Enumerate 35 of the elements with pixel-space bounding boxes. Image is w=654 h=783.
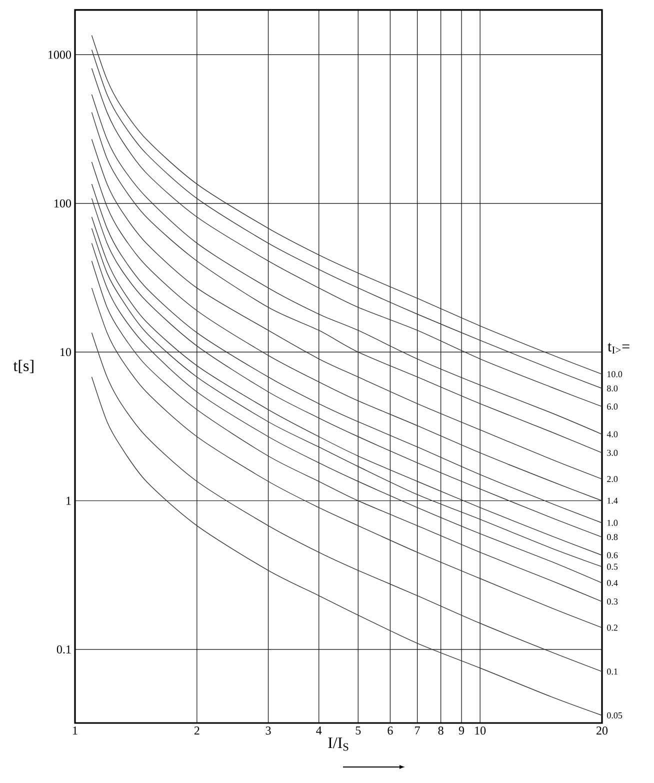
x-tick-label: 8 <box>438 726 444 735</box>
series-label: 0.05 <box>607 712 622 718</box>
x-tick-label: 9 <box>458 726 464 735</box>
series-label: 8.0 <box>607 385 618 392</box>
series-label: 0.8 <box>607 534 618 540</box>
series-label: 0.5 <box>607 564 618 570</box>
series-label: 3.0 <box>607 450 618 456</box>
y-tick-label: 1000 <box>48 50 71 59</box>
x-tick-label: 7 <box>415 726 420 734</box>
series-label: 0.2 <box>607 624 618 631</box>
series-label: 10.0 <box>607 371 622 378</box>
x-tick-label: 20 <box>596 726 608 735</box>
y-axis-title: t[s] <box>13 360 34 374</box>
series-label: 2.0 <box>607 476 618 482</box>
series-label: 0.1 <box>607 668 618 675</box>
y-tick-label: 0.1 <box>56 645 71 654</box>
x-tick-label: 6 <box>388 726 393 735</box>
x-tick-label: 3 <box>266 726 271 735</box>
x-tick-label: 1 <box>73 726 78 734</box>
y-tick-label: 100 <box>54 199 71 208</box>
series-label: 1.4 <box>607 498 618 504</box>
series-label: 1.0 <box>607 520 618 526</box>
series-label: 0.6 <box>607 552 618 558</box>
series-label: 0.4 <box>607 580 618 586</box>
x-tick-label: 5 <box>356 726 361 734</box>
series-label: 0.3 <box>607 598 618 605</box>
x-tick-label: 2 <box>194 726 200 734</box>
y-tick-label: 10 <box>60 348 71 356</box>
x-axis-title: I/I$_{S}$ <box>328 738 348 751</box>
legend-title: t$_{I>}$= <box>608 342 630 354</box>
y-tick-label: 1 <box>66 496 71 505</box>
x-tick-label: 10 <box>475 726 486 735</box>
series-label: 6.0 <box>607 404 618 410</box>
x-tick-label: 4 <box>316 726 322 734</box>
series-label: 4.0 <box>606 431 618 438</box>
